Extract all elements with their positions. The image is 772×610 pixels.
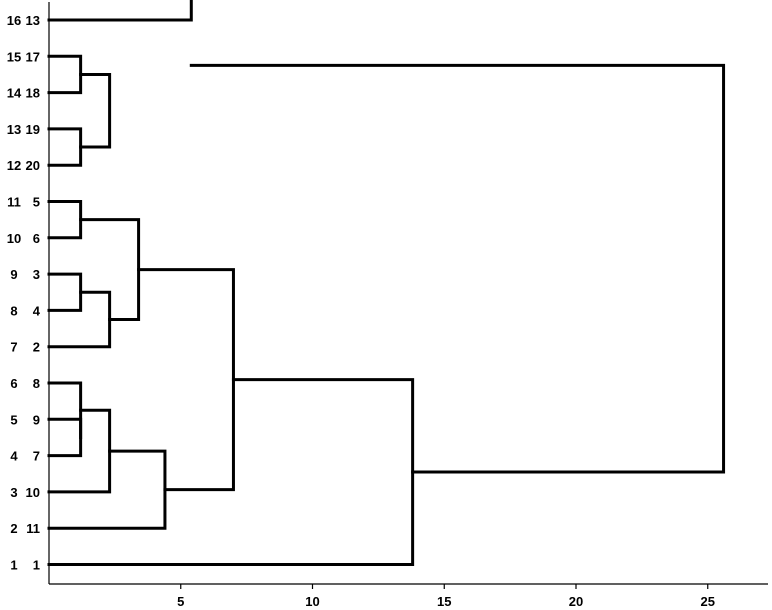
dendrogram-link [47,381,83,439]
dendrogram-link [137,268,235,492]
leaf-case-label: 20 [26,158,40,173]
leaf-case-label: 18 [26,86,40,101]
leaf-row-number: 4 [10,449,18,464]
leaf-row-number: 16 [7,13,21,28]
leaf-row-number: 6 [10,376,17,391]
leaf-row-number: 2 [10,521,17,536]
dendrogram-link [47,449,167,530]
leaf-case-label: 11 [26,521,40,536]
x-tick-label: 5 [177,594,184,609]
leaf-row-number: 1 [10,558,17,573]
x-axis: 5 10 15 20 25 [48,2,768,609]
x-tick-label: 25 [701,594,715,609]
dendrogram-link [47,272,83,312]
leaf-row-number: 12 [7,158,21,173]
leaf-case-label: 13 [26,13,40,28]
leaf-case-label: 5 [33,195,40,210]
leaf-case-label: 10 [26,485,40,500]
leaf-case-label: 1 [33,558,40,573]
leaf-row-number: 7 [10,340,17,355]
leaf-case-label: 7 [33,449,40,464]
leaf-case-label: 2 [33,340,40,355]
leaf-row-number: 8 [10,303,17,318]
leaf-row-number: 13 [7,122,21,137]
x-tick-label: 10 [305,594,319,609]
leaf-row-number: 11 [7,195,21,210]
dendrogram-link [47,127,83,167]
dendrogram-link [47,417,83,458]
dendrogram-link [47,378,415,566]
dendrogram-link [47,0,193,22]
leaf-case-label: 4 [33,303,41,318]
leaf-case-label: 9 [33,412,40,427]
leaf-row-number: 9 [10,267,17,282]
leaf-row-number: 14 [7,86,22,101]
leaf-row-number: 15 [7,49,21,64]
dendrogram-links [47,0,726,566]
leaf-case-label: 17 [26,49,40,64]
dendrogram-link [189,63,726,474]
leaf-case-label: 8 [33,376,40,391]
leaf-case-label: 19 [26,122,40,137]
leaf-row-number: 3 [10,485,17,500]
x-tick-label: 15 [437,594,451,609]
leaf-row-number: 10 [7,231,21,246]
dendrogram-link [79,72,112,149]
dendrogram-link [47,54,83,95]
leaf-row-number: 5 [10,412,17,427]
leaf-case-label: 3 [33,267,40,282]
dendrogram-link [47,200,83,240]
leaf-case-label: 6 [33,231,40,246]
x-tick-label: 20 [569,594,583,609]
